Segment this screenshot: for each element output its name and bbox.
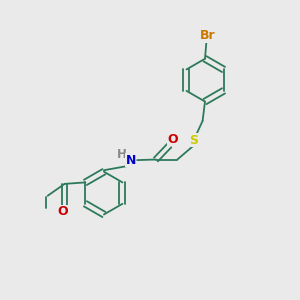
Text: H: H bbox=[117, 148, 127, 161]
Text: O: O bbox=[58, 205, 68, 218]
Text: S: S bbox=[189, 134, 198, 147]
Text: Br: Br bbox=[200, 29, 216, 42]
Text: O: O bbox=[168, 133, 178, 146]
Text: N: N bbox=[125, 154, 136, 166]
